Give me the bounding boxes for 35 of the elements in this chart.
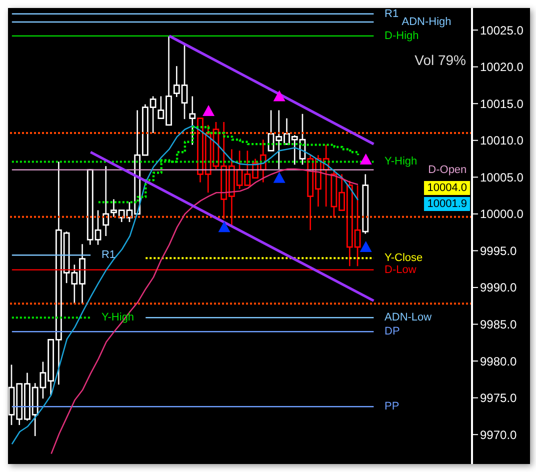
y-tick-label: 10005.0 [480,170,524,184]
line-series [50,168,359,454]
ref-line-label: ADN-Low [384,312,432,324]
point [202,104,215,116]
y-tick-label: 10000.0 [480,207,524,222]
annotation: 10001.9 [424,197,470,211]
volume-readout: Vol 79% [414,52,466,68]
y-tick-label: 9970.0 [480,428,518,442]
y-tick-label: 9990.0 [480,280,518,295]
ref-line-label: PP [384,400,400,413]
candlestick [102,165,110,237]
y-tick-label: 10020.0 [480,60,524,74]
ref-line-label: D-Open [428,164,467,176]
y-tick-label: 9995.0 [480,244,518,258]
ref-line-label: DP [384,326,400,338]
point [360,241,372,252]
annotation: 10004.0 [424,181,470,195]
ref-line-label: Y-Close [384,252,423,264]
y-tick-label: 10025.0 [480,23,524,38]
y-tick-label: 9980.0 [480,354,518,368]
y-tick-label: 9985.0 [480,318,518,332]
ref-line-label: R1 [101,249,116,262]
point [273,90,286,102]
y-tick-label: 10015.0 [480,96,524,111]
ref-line-label: R1 [384,8,399,20]
ref-line-label: D-Low [384,264,416,276]
line-series [11,125,359,445]
point [360,154,372,165]
y-tick-label: 10010.0 [480,134,524,148]
ref-line-label: D-High [384,30,419,42]
y-tick-label: 9975.0 [480,391,518,406]
ref-line-label: Y-High [384,156,418,168]
ref-line-label: ADN-High [402,16,452,28]
point [218,221,230,232]
point [273,172,286,183]
